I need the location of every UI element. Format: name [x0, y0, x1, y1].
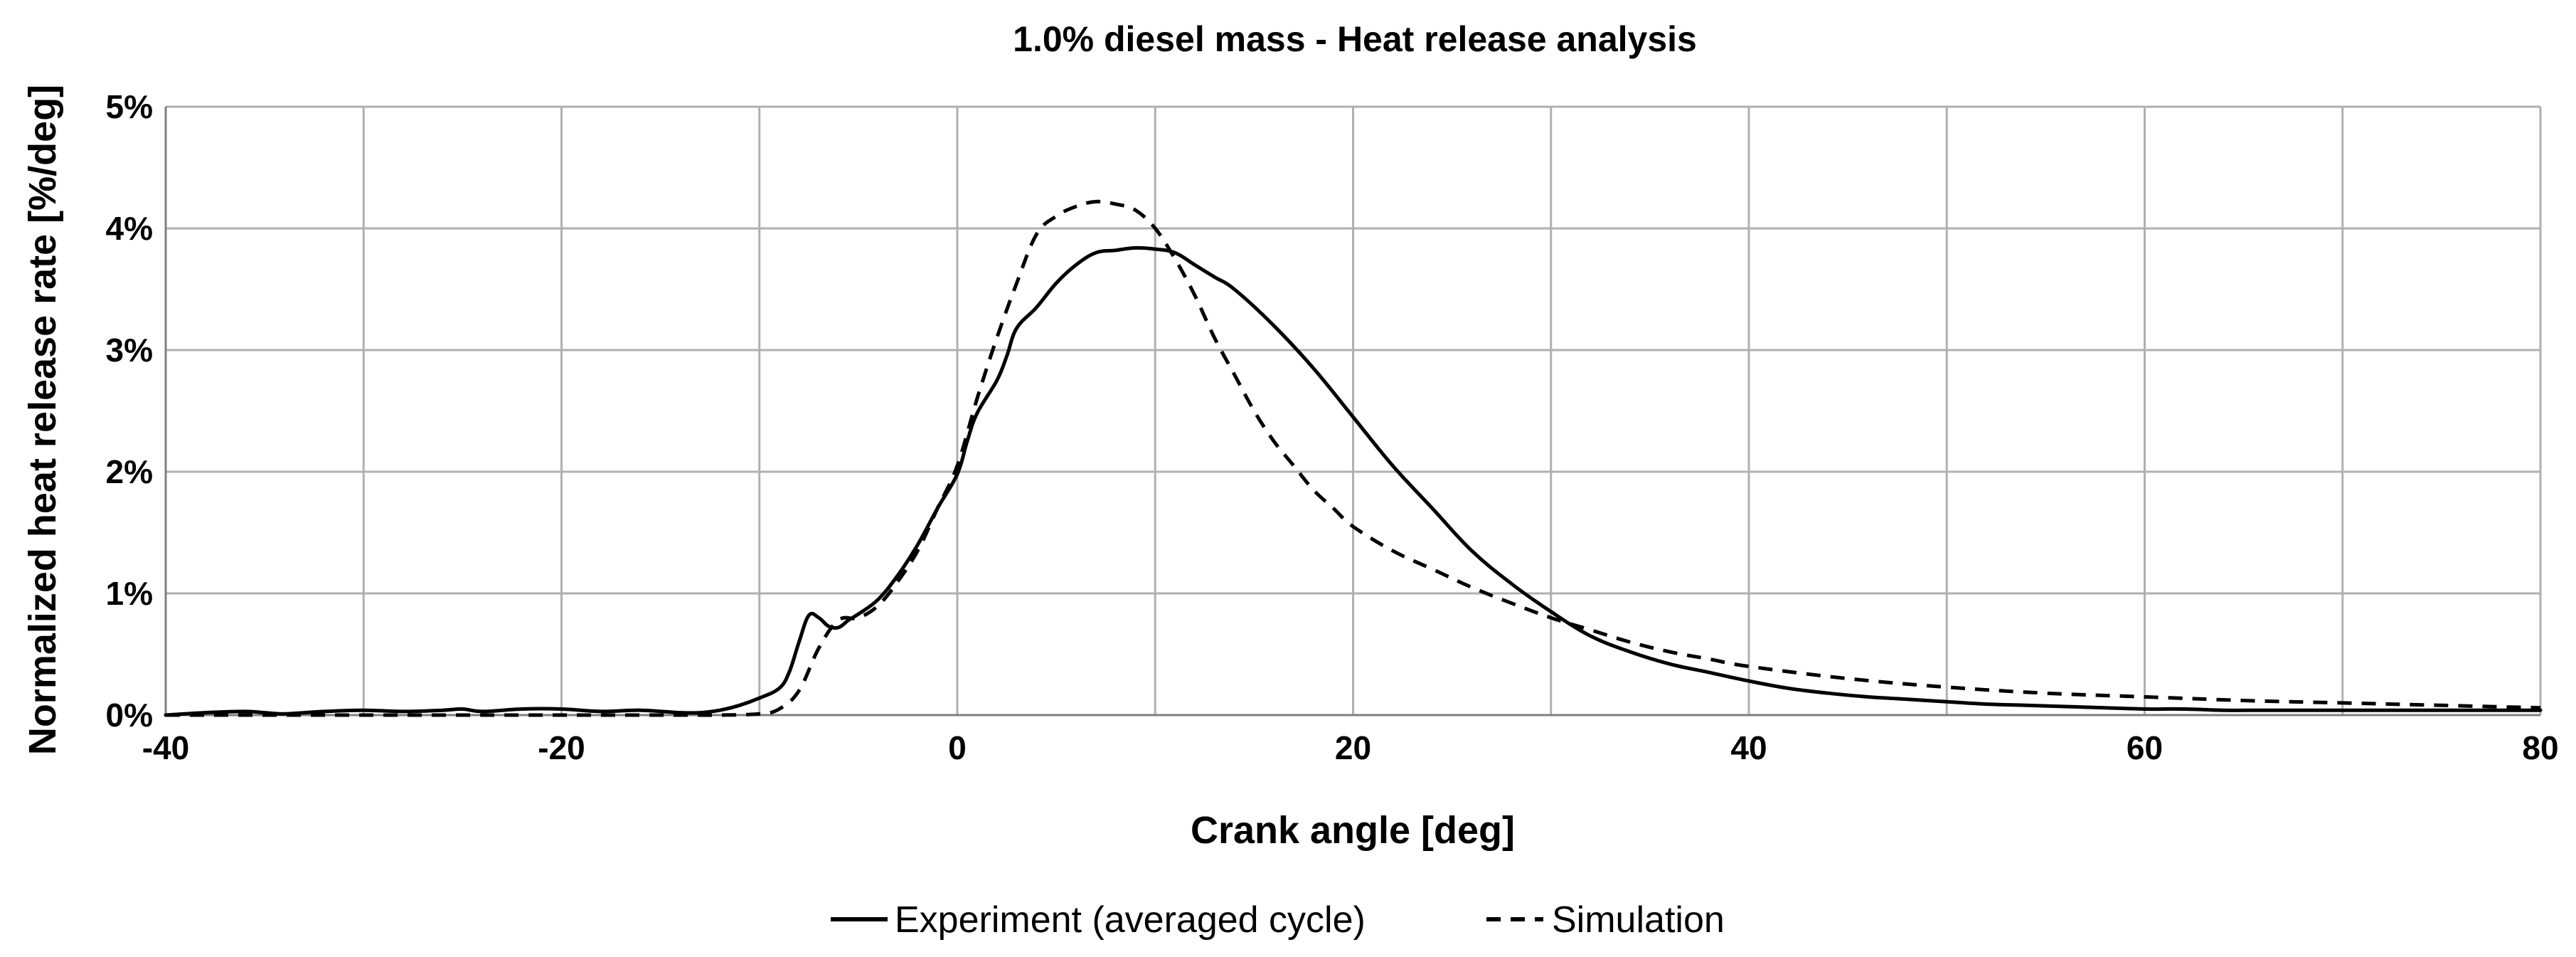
x-tick-label-0: -40: [142, 729, 189, 766]
y-axis-label: Normalized heat release rate [%/deg]: [21, 85, 64, 755]
series-lines: [164, 199, 2543, 717]
x-tick-label-2: 0: [948, 729, 967, 766]
x-tick-label-1: -20: [538, 729, 585, 766]
y-tick-label-1: 1%: [106, 575, 153, 612]
legend-label-simulation: Simulation: [1552, 899, 1725, 941]
legend: Experiment (averaged cycle) Simulation: [831, 899, 1725, 941]
series-line-simulation: [165, 199, 2541, 717]
x-tick-label-6: 80: [2522, 729, 2558, 766]
chart-title: 1.0% diesel mass - Heat release analysis: [1013, 19, 1697, 59]
tick-labels: -40 -20 0 20 40 60 80 0% 1% 2% 3% 4% 5%: [106, 88, 2559, 766]
legend-label-experiment: Experiment (averaged cycle): [895, 899, 1366, 941]
x-axis-label: Crank angle [deg]: [1191, 809, 1515, 852]
series-line-experiment: [164, 245, 2543, 717]
y-tick-label-2: 2%: [106, 453, 153, 490]
y-tick-label-5: 5%: [106, 88, 153, 125]
grid-lines: [166, 105, 2542, 715]
x-tick-label-3: 20: [1335, 729, 1371, 766]
x-tick-label-4: 40: [1730, 729, 1767, 766]
x-tick-label-5: 60: [2127, 729, 2163, 766]
y-tick-label-4: 4%: [106, 210, 153, 247]
y-tick-label-3: 3%: [106, 332, 153, 369]
y-tick-label-0: 0%: [106, 697, 153, 734]
